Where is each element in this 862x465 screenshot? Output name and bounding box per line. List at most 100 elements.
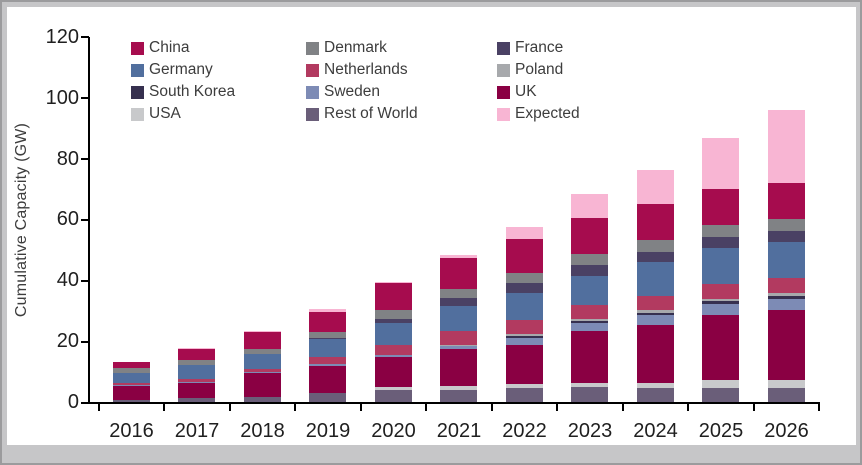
x-tick-mark <box>818 402 820 411</box>
bar-segment <box>178 382 216 398</box>
y-tick-label: 40 <box>56 269 79 292</box>
bar-segment <box>309 393 347 402</box>
bar-segment <box>702 236 740 248</box>
bar-segment <box>636 262 674 297</box>
bar-segment <box>571 382 609 388</box>
y-tick-label: 80 <box>56 147 79 170</box>
x-tick-label: 2019 <box>305 420 351 442</box>
bar-segment <box>374 356 412 388</box>
x-tick-mark <box>228 402 231 411</box>
legend-label: Expected <box>515 105 580 122</box>
bar-segment <box>767 183 805 220</box>
bar-segment <box>440 254 478 258</box>
bar-segment <box>309 356 347 364</box>
bar-segment <box>178 347 216 349</box>
bar-segment <box>112 399 150 402</box>
bar-segment <box>702 283 740 299</box>
y-tick-mark <box>81 218 89 221</box>
x-tick-label: 2023 <box>567 420 613 442</box>
bar-segment <box>309 365 347 394</box>
bar-segment <box>636 239 674 252</box>
bar-segment <box>767 293 805 297</box>
bar-segment <box>702 380 740 388</box>
legend-swatch <box>131 108 144 121</box>
bar-segment <box>636 388 674 402</box>
bar-segment <box>243 368 281 373</box>
x-tick-label: 2021 <box>436 420 482 442</box>
bar-segment <box>112 368 150 374</box>
bar-segment <box>505 238 543 273</box>
y-tick-label: 120 <box>45 25 79 48</box>
x-tick-mark <box>163 402 165 411</box>
x-tick-mark <box>294 402 296 411</box>
bar-segment <box>702 314 740 381</box>
bar-segment <box>505 336 543 338</box>
x-tick-mark <box>621 402 624 411</box>
bar-segment <box>505 345 543 385</box>
bar-segment <box>243 373 281 398</box>
bar-segment <box>374 283 412 311</box>
bar-segment <box>243 397 281 402</box>
bar-segment <box>112 385 150 400</box>
bar-segment <box>309 339 347 357</box>
bar-segment <box>767 388 805 402</box>
bar-segment <box>178 397 216 402</box>
bar-segment <box>702 224 740 237</box>
bar-segment <box>440 305 478 331</box>
legend-label: UK <box>515 83 537 100</box>
x-tick-label: 2022 <box>502 420 547 442</box>
legend-label: Poland <box>515 61 564 78</box>
bar-segment <box>505 384 543 388</box>
bar-segment <box>243 332 281 350</box>
bar-segment <box>309 337 347 340</box>
y-tick-label: 60 <box>56 208 79 231</box>
bar-segment <box>374 390 412 402</box>
bar-segment <box>178 381 216 383</box>
y-tick-mark <box>81 340 89 343</box>
x-tick-mark <box>490 402 493 411</box>
bar-segment <box>571 330 609 383</box>
legend-label: Germany <box>149 61 213 78</box>
bar-segment <box>440 390 478 402</box>
bar-segment <box>309 308 347 312</box>
x-tick-mark <box>425 402 427 411</box>
bar-segment <box>505 388 543 402</box>
bar-segment <box>374 310 412 319</box>
y-tick-mark <box>81 158 89 161</box>
bar-segment <box>571 322 609 331</box>
bar-segment <box>505 227 543 239</box>
bar-segment <box>571 217 609 254</box>
bar-segment <box>571 304 609 319</box>
bar-segment <box>636 203 674 240</box>
bar-segment <box>440 330 478 345</box>
bar-segment <box>702 298 740 301</box>
bar-segment <box>440 346 478 350</box>
bar-segment <box>767 299 805 311</box>
legend-label: Rest of World <box>324 105 418 122</box>
legend-swatch <box>497 86 510 99</box>
bar-segment <box>374 323 412 346</box>
bar-segment <box>702 388 740 402</box>
bar-segment <box>309 363 347 366</box>
legend-label: USA <box>149 105 181 122</box>
legend-label: Netherlands <box>324 61 408 78</box>
y-tick-mark <box>81 279 89 282</box>
bar-segment <box>440 288 478 299</box>
bar-segment <box>571 265 609 276</box>
bar-segment <box>702 247 740 284</box>
bar-segment <box>112 384 150 386</box>
x-tick-mark <box>752 402 755 411</box>
bar-segment <box>702 188 740 225</box>
bar-segment <box>309 311 347 333</box>
bar-segment <box>505 337 543 346</box>
legend-label: France <box>515 39 564 56</box>
bar-segment <box>702 137 740 189</box>
x-tick-mark <box>556 402 558 411</box>
bar-segment <box>112 361 150 369</box>
bar-segment <box>178 348 216 360</box>
legend-label: Denmark <box>324 39 387 56</box>
bar-segment <box>571 193 609 218</box>
legend-swatch <box>497 108 510 121</box>
bar-segment <box>636 310 674 313</box>
bar-segment <box>243 330 281 333</box>
